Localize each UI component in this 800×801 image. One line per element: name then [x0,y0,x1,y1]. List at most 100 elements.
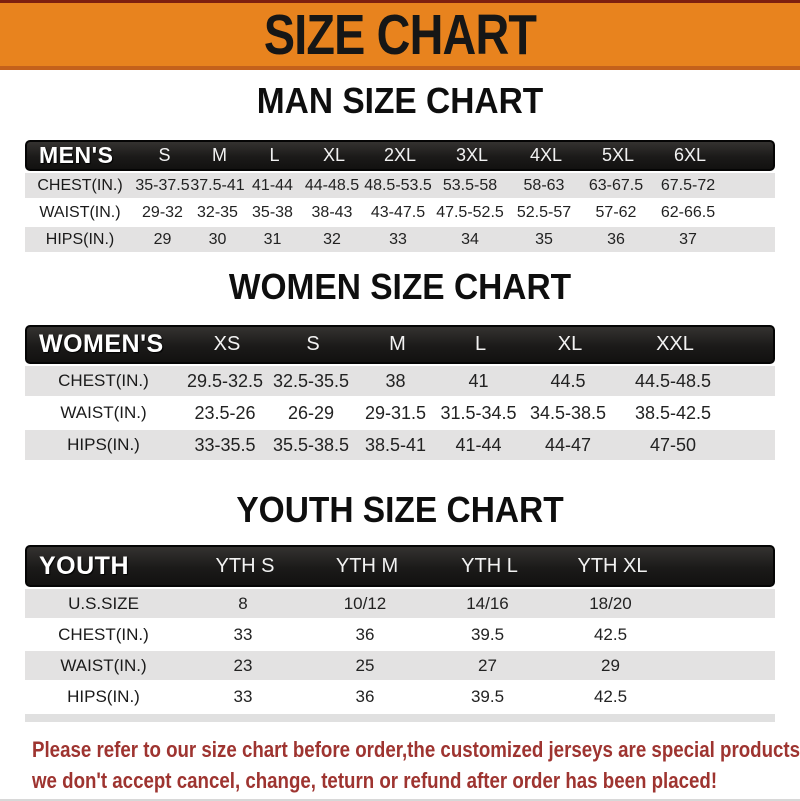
men-cell-value: 32-35 [197,203,238,221]
youth-cell-value: 23 [233,655,253,675]
women-row-label: WAIST(IN.) [60,403,147,422]
youth-cell-value: 14/16 [466,593,509,613]
man-size-chart-heading: MAN SIZE CHART [256,80,544,121]
men-cell-value: 29-32 [142,203,183,221]
youth-table-header-bar: YOUTH YTH S YTH M YTH L YTH XL [25,545,775,587]
men-size-col-header: S [158,145,171,165]
youth-table-row: HIPS(IN.) 33 36 39.5 42.5 [25,682,775,711]
men-cell-value: 41-44 [252,176,293,194]
men-cell-value: 47.5-52.5 [436,203,504,221]
youth-cell-value: 42.5 [593,624,628,644]
men-cell-value: 35 [535,230,553,248]
men-table-header-bar: MEN'S S M L XL 2XL 3XL 4XL 5XL 6XL [25,140,775,171]
women-row-label: HIPS(IN.) [67,435,140,454]
youth-cell-value: 27 [478,655,497,675]
disclaimer-line-1: Please refer to our size chart before or… [32,737,800,762]
youth-cell-value: 18/20 [589,593,632,613]
youth-cell-value: 8 [238,593,248,613]
women-size-col-header: S [306,333,320,355]
men-cell-value: 37 [679,230,697,248]
men-cell-value: 32 [323,230,341,248]
men-cell-value: 43-47.5 [370,203,426,221]
men-cell-value: 48.5-53.5 [364,176,432,194]
men-size-col-header: 3XL [455,145,489,165]
youth-cell-value: 36 [355,686,375,706]
women-cell-value: 38.5-42.5 [634,402,712,423]
size-chart-banner: SIZE CHART [0,0,800,70]
men-size-col-header: 6XL [673,145,707,165]
youth-cell-value: 10/12 [343,593,387,613]
youth-cell-value: 42.5 [593,686,628,706]
men-cell-value: 52.5-57 [516,203,572,221]
women-table-row: CHEST(IN.) 29.5-32.5 32.5-35.5 38 41 44.5 44.5… [25,366,775,396]
youth-row-label: CHEST(IN.) [58,624,149,644]
women-cell-value: 33-35.5 [194,434,256,455]
men-cell-value: 31 [263,230,282,248]
men-row-label: HIPS(IN.) [45,230,115,248]
men-cell-value: 35-37.5 [135,176,190,194]
men-row-label: WAIST(IN.) [39,203,121,221]
youth-table-row: CHEST(IN.) 33 36 39.5 42.5 [25,620,775,649]
women-cell-value: 38 [385,370,406,391]
youth-cell-value: 36 [355,624,375,644]
men-cell-value: 35-38 [252,203,293,221]
women-size-col-header: M [389,333,406,355]
youth-row-label: WAIST(IN.) [60,655,147,675]
youth-cell-value: 29 [601,655,620,675]
men-cell-value: 34 [461,230,479,248]
women-cell-value: 47-50 [649,434,697,455]
youth-table-row: WAIST(IN.) 23 25 27 29 [25,651,775,680]
men-cell-value: 36 [607,230,625,248]
men-size-table: MEN'S S M L XL 2XL 3XL 4XL 5XL 6XL CHEST(IN.) 35-37… [25,140,775,252]
men-cell-value: 53.5-58 [442,176,498,194]
men-table-row: WAIST(IN.) 29-32 32-35 35-38 38-43 43-47.5 47.… [25,200,775,225]
women-cell-value: 34.5-38.5 [529,402,607,423]
women-cell-value: 35.5-38.5 [272,434,350,455]
youth-table-row: U.S.SIZE 8 10/12 14/16 18/20 [25,589,775,618]
women-row-label: CHEST(IN.) [58,371,149,390]
youth-size-col-header: YTH M [335,554,399,577]
men-cell-value: 63-67.5 [588,176,644,194]
youth-size-chart-heading: YOUTH SIZE CHART [236,489,564,530]
men-row-label: CHEST(IN.) [37,176,123,194]
men-cell-value: 33 [389,230,407,248]
youth-size-col-header: YTH L [461,554,518,577]
youth-cell-value: 39.5 [470,686,505,706]
women-table-row: HIPS(IN.) 33-35.5 35.5-38.5 38.5-41 41-44 44-… [25,430,775,460]
youth-corner-label: YOUTH [39,551,129,580]
women-size-table: WOMEN'S XS S M L XL XXL CHEST(IN.) 29.5-32.5 32.5… [25,325,775,460]
men-size-col-header: XL [322,145,346,165]
men-table-row: CHEST(IN.) 35-37.5 37.5-41 41-44 44-48.5 48.5… [25,173,775,198]
women-cell-value: 31.5-34.5 [440,402,517,423]
youth-row-label: HIPS(IN.) [67,686,140,706]
women-cell-value: 23.5-26 [194,402,256,423]
women-cell-value: 26-29 [287,402,335,423]
men-cell-value: 38-43 [311,203,353,221]
men-cell-value: 44-48.5 [304,176,360,194]
women-corner-label: WOMEN'S [39,330,164,358]
youth-size-col-header: YTH S [215,554,275,577]
men-cell-value: 29 [153,230,172,248]
men-table-row: HIPS(IN.) 29 30 31 32 33 34 35 36 37 [25,227,775,252]
women-table-row: WAIST(IN.) 23.5-26 26-29 29-31.5 31.5-34.5 34… [25,398,775,428]
women-cell-value: 44.5 [550,370,586,391]
women-size-col-header: XS [213,333,241,355]
women-cell-value: 41 [468,370,489,391]
youth-row-label: U.S.SIZE [68,593,139,613]
youth-size-col-header: YTH XL [577,554,648,577]
men-size-col-header: 4XL [529,145,563,165]
disclaimer-line-2: we don't accept cancel, change, teturn o… [32,768,718,793]
men-cell-value: 58-63 [523,176,565,194]
women-cell-value: 32.5-35.5 [272,370,350,391]
youth-size-table: YOUTH YTH S YTH M YTH L YTH XL U.S.SIZE 8 10/12… [25,545,775,722]
women-table-header-bar: WOMEN'S XS S M L XL XXL [25,325,775,364]
youth-cell-value: 33 [233,686,253,706]
order-disclaimer: Please refer to our size chart before or… [0,734,800,796]
women-size-col-header: L [474,333,487,355]
men-corner-label: MEN'S [39,142,114,168]
women-cell-value: 44-47 [544,434,592,455]
men-cell-value: 67.5-72 [660,176,716,194]
men-cell-value: 37.5-41 [190,176,245,194]
men-size-col-header: 5XL [601,145,635,165]
men-cell-value: 30 [208,230,227,248]
